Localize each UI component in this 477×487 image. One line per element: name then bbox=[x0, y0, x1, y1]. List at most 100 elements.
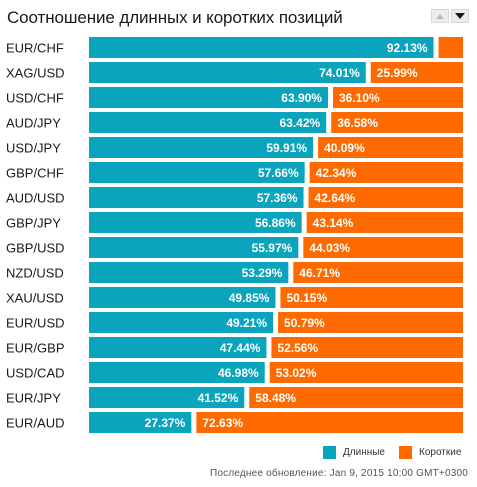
data-label-long: 57.66% bbox=[258, 166, 299, 180]
widget-title: Соотношение длинных и коротких позиций bbox=[7, 8, 343, 27]
data-label-long: 53.29% bbox=[242, 266, 283, 280]
data-label-short: 44.03% bbox=[309, 241, 350, 255]
data-label-short: 52.56% bbox=[277, 341, 318, 355]
bar-row: XAU/USD 49.85% 50.15% bbox=[6, 287, 463, 308]
data-label-long: 46.98% bbox=[218, 366, 259, 380]
data-label-short: 46.71% bbox=[299, 266, 340, 280]
bar-long bbox=[89, 37, 434, 58]
data-label-long: 63.42% bbox=[279, 116, 320, 130]
sort-controls bbox=[431, 9, 469, 23]
bar-short bbox=[269, 362, 463, 383]
bar-row: XAG/USD 74.01% 25.99% bbox=[6, 62, 463, 83]
bar-long bbox=[89, 337, 267, 358]
bar-short bbox=[332, 87, 463, 108]
bar-short bbox=[306, 212, 463, 233]
bar-row: EUR/USD 49.21% 50.79% bbox=[6, 312, 463, 333]
bar-row: USD/JPY 59.91% 40.09% bbox=[6, 137, 463, 158]
data-label-short: 58.48% bbox=[255, 391, 296, 405]
bar-short bbox=[293, 262, 463, 283]
bar-row: AUD/JPY 63.42% 36.58% bbox=[6, 112, 463, 133]
arrow-up-icon bbox=[436, 13, 444, 19]
category-label: EUR/CHF bbox=[6, 41, 64, 56]
legend-label-short: Короткие bbox=[419, 447, 462, 458]
data-label-long: 59.91% bbox=[266, 141, 307, 155]
sort-descending-button[interactable] bbox=[451, 9, 469, 23]
bar-row: USD/CAD 46.98% 53.02% bbox=[6, 362, 463, 383]
data-label-long: 57.36% bbox=[257, 191, 298, 205]
category-label: XAU/USD bbox=[6, 291, 64, 306]
category-label: EUR/JPY bbox=[6, 391, 61, 406]
bar-row: EUR/GBP 47.44% 52.56% bbox=[6, 337, 463, 358]
bar-long bbox=[89, 262, 289, 283]
bar-long bbox=[89, 162, 305, 183]
data-label-short: 42.64% bbox=[315, 191, 356, 205]
category-label: AUD/JPY bbox=[6, 116, 61, 131]
data-label-short: 43.14% bbox=[313, 216, 354, 230]
bar-row: GBP/CHF 57.66% 42.34% bbox=[6, 162, 463, 183]
category-label: GBP/USD bbox=[6, 241, 65, 256]
bar-short bbox=[308, 187, 463, 208]
data-label-long: 47.44% bbox=[220, 341, 261, 355]
bar-row: GBP/JPY 56.86% 43.14% bbox=[6, 212, 463, 233]
data-label-short: 36.58% bbox=[337, 116, 378, 130]
category-label: EUR/AUD bbox=[6, 416, 65, 431]
bar-long bbox=[89, 362, 265, 383]
data-label-long: 92.13% bbox=[387, 41, 428, 55]
bar-short bbox=[318, 137, 463, 158]
arrow-down-icon bbox=[455, 13, 465, 19]
bar-row: NZD/USD 53.29% 46.71% bbox=[6, 262, 463, 283]
bar-short bbox=[303, 237, 463, 258]
legend-item-short: Короткие bbox=[399, 446, 461, 459]
data-label-short: 42.34% bbox=[316, 166, 357, 180]
category-label: EUR/GBP bbox=[6, 341, 65, 356]
data-label-short: 36.10% bbox=[339, 91, 380, 105]
data-label-short: 40.09% bbox=[324, 141, 365, 155]
bar-long bbox=[89, 287, 276, 308]
data-label-long: 74.01% bbox=[319, 66, 360, 80]
data-label-long: 49.21% bbox=[226, 316, 267, 330]
bar-row: EUR/JPY 41.52% 58.48% bbox=[6, 387, 463, 408]
last-updated: Последнее обновление: Jan 9, 2015 10:00 … bbox=[210, 468, 468, 479]
data-label-short: 50.15% bbox=[286, 291, 327, 305]
data-label-long: 56.86% bbox=[255, 216, 296, 230]
legend-label-long: Длинные bbox=[343, 447, 385, 458]
bar-short bbox=[331, 112, 463, 133]
category-label: GBP/CHF bbox=[6, 166, 64, 181]
bar-row: AUD/USD 57.36% 42.64% bbox=[6, 187, 463, 208]
bar-short bbox=[280, 287, 463, 308]
category-label: GBP/JPY bbox=[6, 216, 61, 231]
sort-ascending-button[interactable] bbox=[431, 9, 449, 23]
last-updated-label: Последнее обновление: bbox=[209, 468, 327, 479]
data-label-short: 50.79% bbox=[284, 316, 325, 330]
bar-row: EUR/AUD 27.37% 72.63% bbox=[6, 412, 463, 433]
bar-long bbox=[89, 137, 314, 158]
legend-swatch-long bbox=[323, 446, 336, 459]
chart-legend: Длинные Короткие bbox=[323, 446, 475, 459]
bar-long bbox=[89, 112, 327, 133]
category-label: XAG/USD bbox=[6, 66, 65, 81]
data-label-short: 53.02% bbox=[276, 366, 317, 380]
bar-long bbox=[89, 412, 192, 433]
category-label: NZD/USD bbox=[6, 266, 64, 281]
bar-short bbox=[249, 387, 463, 408]
bar-row: EUR/CHF 92.13% bbox=[6, 37, 463, 58]
data-label-long: 55.97% bbox=[252, 241, 293, 255]
bar-long bbox=[89, 312, 274, 333]
bar-long bbox=[89, 62, 366, 83]
bar-short bbox=[271, 337, 463, 358]
data-label-long: 63.90% bbox=[281, 91, 322, 105]
data-label-short: 72.63% bbox=[202, 416, 243, 430]
data-label-long: 41.52% bbox=[198, 391, 239, 405]
bar-long bbox=[89, 212, 302, 233]
bar-long bbox=[89, 387, 245, 408]
bar-row: USD/CHF 63.90% 36.10% bbox=[6, 87, 463, 108]
bar-long bbox=[89, 187, 304, 208]
bar-long bbox=[89, 87, 328, 108]
last-updated-value: Jan 9, 2015 10:00 GMT+0300 bbox=[329, 468, 468, 479]
bar-row: GBP/USD 55.97% 44.03% bbox=[6, 237, 463, 258]
category-label: USD/JPY bbox=[6, 141, 61, 156]
bar-long bbox=[89, 237, 299, 258]
legend-swatch-short bbox=[399, 446, 412, 459]
